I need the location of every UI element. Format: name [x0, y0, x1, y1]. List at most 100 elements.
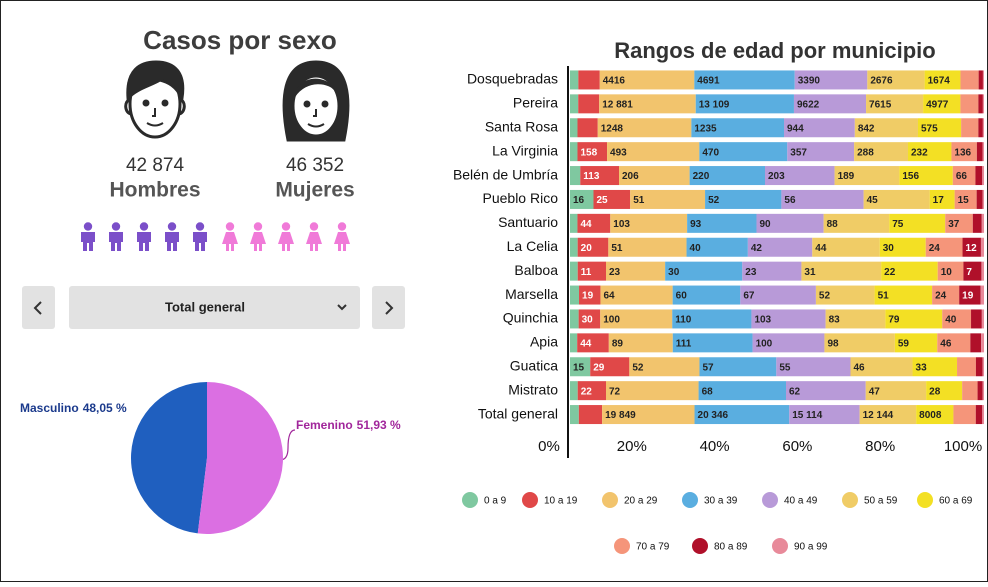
- segment-label: 75: [892, 219, 904, 230]
- segment-label: 1248: [601, 123, 624, 134]
- legend-label: 40 a 49: [784, 496, 818, 507]
- bar-segment: [570, 142, 577, 161]
- bar-segment: [983, 381, 984, 400]
- male-face-icon: [126, 62, 185, 137]
- category-label: La Celia: [507, 238, 559, 254]
- pie-category: Masculino: [20, 401, 79, 415]
- bar-segment: [579, 405, 602, 424]
- legend-swatch: [917, 492, 933, 508]
- legend-label: 80 a 89: [714, 542, 748, 553]
- segment-label: 51: [878, 291, 890, 302]
- segment-label: 189: [838, 171, 855, 182]
- x-tick-label: 60%: [782, 438, 812, 455]
- bar-segment: [960, 70, 978, 89]
- category-label: Marsella: [505, 286, 558, 302]
- segment-label: 7615: [869, 99, 892, 110]
- category-label: Total general: [478, 405, 558, 421]
- bar-segment: [970, 333, 981, 352]
- bar-segment: [976, 405, 983, 424]
- bar-segment: [953, 405, 975, 424]
- bar-segment: [983, 118, 984, 137]
- chart-title: Rangos de edad por municipio: [614, 38, 935, 63]
- bar-segment: [981, 333, 984, 352]
- bar-segment: [578, 94, 599, 113]
- segment-label: 232: [911, 147, 928, 158]
- bar-segment: [957, 357, 976, 376]
- bar-segment: [570, 262, 578, 281]
- bar-segment: [981, 238, 984, 257]
- segment-label: 57: [702, 362, 714, 373]
- pie-value-label: 51,93 %: [357, 418, 401, 432]
- segment-label: 79: [888, 315, 900, 326]
- segment-label: 12: [966, 243, 978, 254]
- pie-value-label: 48,05 %: [83, 401, 127, 415]
- segment-label: 22: [884, 267, 896, 278]
- bar-segment: [570, 94, 578, 113]
- legend-swatch: [602, 492, 618, 508]
- next-button[interactable]: [372, 286, 405, 329]
- legend-swatch: [772, 538, 788, 554]
- prev-button[interactable]: [22, 286, 55, 329]
- category-label: Santa Rosa: [485, 118, 558, 134]
- category-label: Belén de Umbría: [453, 166, 558, 182]
- bar-segment: [983, 357, 984, 376]
- segment-label: 46: [940, 338, 952, 349]
- segment-label: 158: [580, 147, 597, 158]
- body: Casos por sexo 42 874 Hombres 46 352 Muj…: [0, 0, 988, 582]
- bar-segment: [570, 238, 578, 257]
- filter-dropdown[interactable]: Total general: [69, 286, 360, 329]
- segment-label: 16: [573, 195, 585, 206]
- category-label: Guatica: [510, 357, 558, 373]
- bar-segment: [977, 142, 983, 161]
- category-label: Apia: [530, 334, 558, 350]
- segment-label: 288: [857, 147, 874, 158]
- x-tick-label: 0%: [538, 438, 560, 455]
- segment-label: 89: [612, 338, 624, 349]
- segment-label: 8008: [919, 410, 942, 421]
- category-label: Pereira: [513, 95, 558, 111]
- segment-label: 19 849: [605, 410, 636, 421]
- panel-title: Casos por sexo: [143, 25, 337, 55]
- dashboard: Casos por sexo 42 874 Hombres 46 352 Muj…: [0, 0, 988, 582]
- segment-label: 24: [935, 291, 947, 302]
- legend-swatch: [692, 538, 708, 554]
- segment-label: 52: [632, 362, 644, 373]
- category-label: La Virginia: [492, 142, 558, 158]
- legend-swatch: [462, 492, 478, 508]
- segment-label: 30: [582, 315, 594, 326]
- bar-segment: [978, 118, 983, 137]
- segment-label: 103: [754, 315, 771, 326]
- segment-label: 93: [690, 219, 702, 230]
- segment-label: 15: [573, 362, 585, 373]
- category-label: Mistrato: [508, 381, 558, 397]
- bar-segment: [570, 333, 577, 352]
- segment-label: 66: [956, 171, 968, 182]
- women-label: Mujeres: [275, 179, 354, 202]
- legend-label: 10 a 19: [544, 496, 578, 507]
- segment-label: 100: [603, 315, 620, 326]
- bar-segment: [979, 70, 983, 89]
- segment-label: 842: [858, 123, 875, 134]
- legend-swatch: [522, 492, 538, 508]
- legend-label: 30 a 39: [704, 496, 738, 507]
- segment-label: 357: [790, 147, 807, 158]
- segment-label: 47: [869, 386, 881, 397]
- legend-swatch: [842, 492, 858, 508]
- legend-label: 70 a 79: [636, 542, 670, 553]
- legend-swatch: [614, 538, 630, 554]
- bar-segment: [570, 286, 579, 305]
- segment-label: 22: [581, 386, 593, 397]
- segment-label: 24: [929, 243, 941, 254]
- segment-label: 3390: [798, 76, 821, 87]
- men-label: Hombres: [109, 179, 200, 202]
- bar-segment: [973, 214, 982, 233]
- segment-label: 136: [954, 147, 971, 158]
- segment-label: 72: [609, 386, 621, 397]
- bar-segment: [978, 381, 983, 400]
- segment-label: 45: [867, 195, 879, 206]
- segment-label: 1674: [928, 76, 951, 87]
- bar-segment: [570, 214, 577, 233]
- segment-label: 55: [779, 362, 791, 373]
- men-count: 42 874: [126, 155, 185, 176]
- segment-label: 2676: [870, 76, 893, 87]
